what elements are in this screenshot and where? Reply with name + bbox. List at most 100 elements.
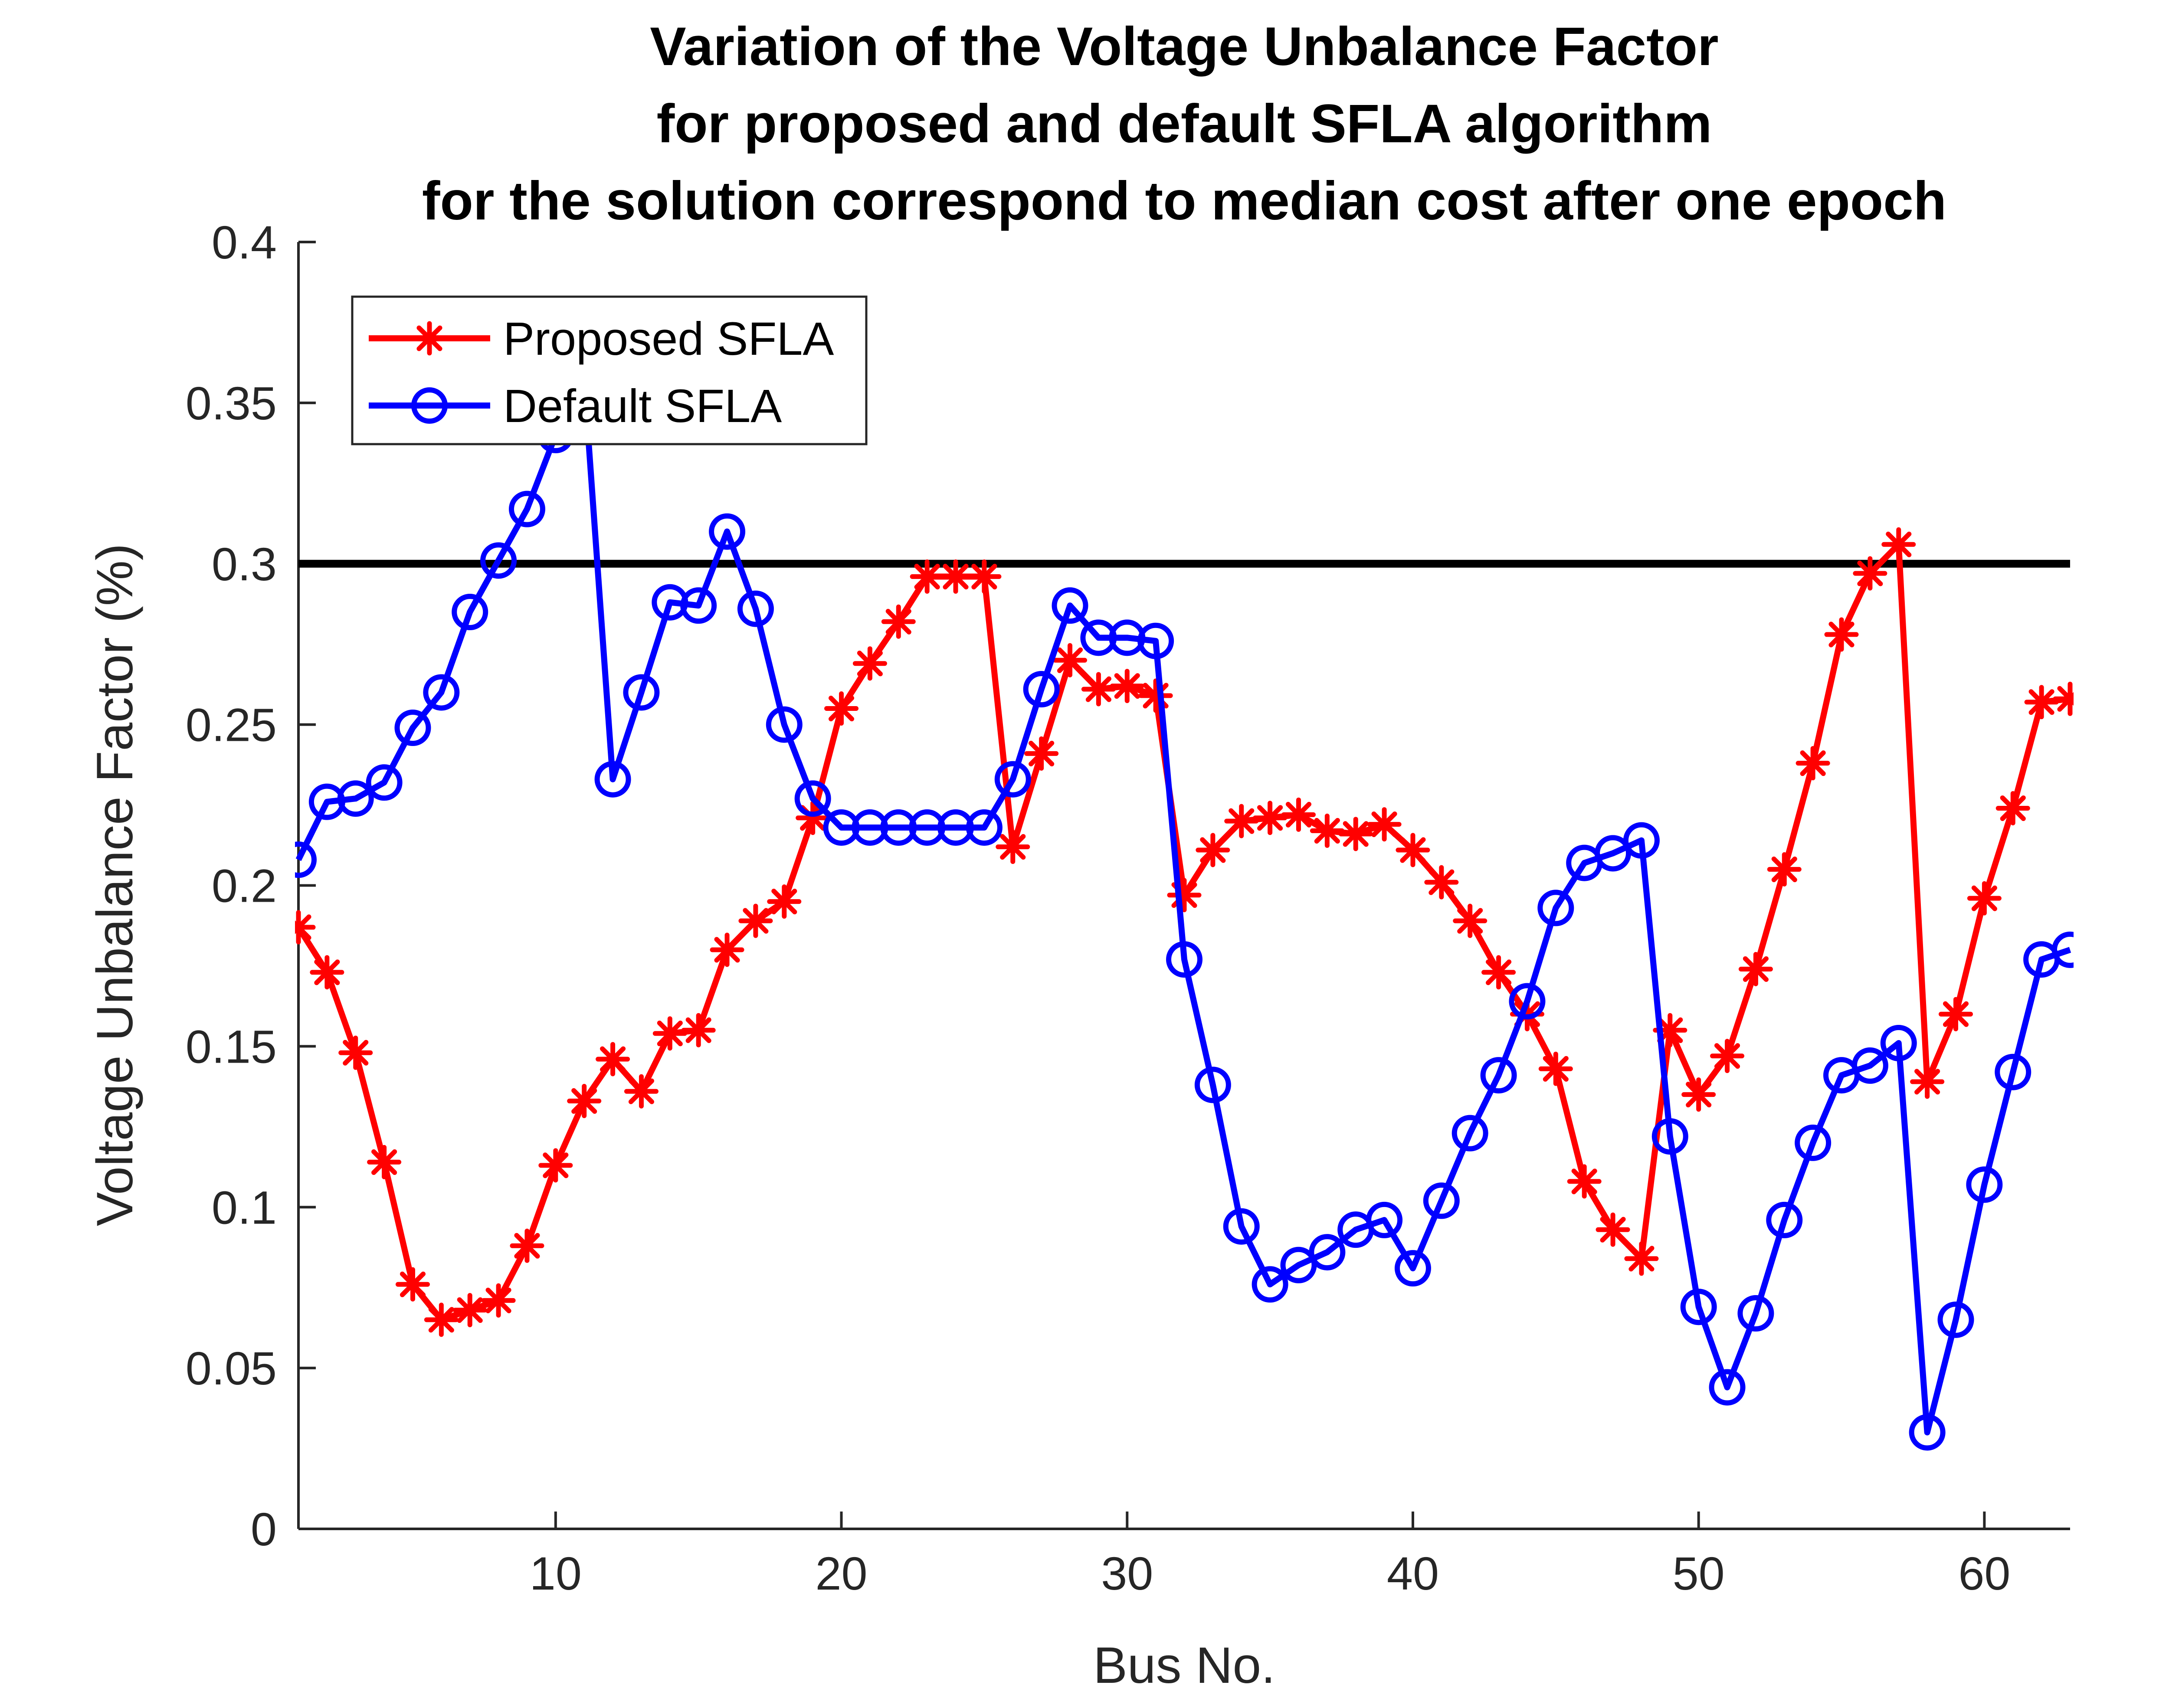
data-point-asterisk (2053, 681, 2074, 716)
data-point-asterisk (1995, 791, 2030, 825)
series-layer (295, 362, 2074, 1451)
data-point-circle (1480, 1057, 1517, 1094)
data-point-circle (623, 674, 660, 711)
legend-marker-asterisk (412, 321, 447, 356)
data-point-asterisk (567, 1083, 602, 1118)
y-tick-label: 0.25 (186, 699, 277, 751)
data-point-circle (1194, 1067, 1231, 1103)
data-point-asterisk (967, 559, 1002, 594)
data-point-circle (1166, 941, 1202, 978)
data-point-circle (1223, 1208, 1260, 1245)
data-point-asterisk (881, 604, 916, 639)
data-point-asterisk (596, 1042, 630, 1076)
data-point-circle (1280, 1247, 1317, 1283)
data-point-circle (594, 761, 631, 798)
data-point-asterisk (1710, 1039, 1745, 1073)
data-point-asterisk (1767, 852, 1802, 887)
data-point-circle (1737, 1295, 1774, 1332)
y-axis-label: Voltage Unbalance Factor (%) (86, 543, 144, 1226)
data-point-circle (452, 594, 488, 631)
data-point-asterisk (767, 884, 802, 919)
data-point-circle (1509, 983, 1546, 1020)
y-tick-label: 0 (251, 1503, 277, 1555)
data-point-circle (709, 513, 746, 550)
data-point-asterisk (1881, 527, 1916, 562)
data-point-circle (1394, 1250, 1431, 1287)
data-point-asterisk (1424, 865, 1459, 900)
data-point-circle (423, 674, 460, 711)
data-point-asterisk (538, 1148, 573, 1183)
data-point-circle (2052, 931, 2074, 968)
data-point-circle (1423, 1182, 1460, 1219)
data-point-asterisk (367, 1145, 402, 1179)
x-tick-label: 40 (1387, 1547, 1439, 1600)
data-point-circle (1766, 1201, 1803, 1238)
chart-title: Variation of the Voltage Unbalance Facto… (422, 16, 1946, 231)
data-point-asterisk (1167, 878, 1202, 913)
y-tick-label: 0.1 (212, 1181, 277, 1234)
data-point-asterisk (1053, 643, 1088, 677)
data-point-asterisk (1110, 669, 1144, 703)
data-point-asterisk (1081, 672, 1116, 707)
series-line (295, 377, 2071, 1436)
data-point-asterisk (1624, 1241, 1659, 1276)
data-point-circle (1451, 1115, 1488, 1152)
data-point-asterisk (738, 903, 773, 938)
data-point-asterisk (1253, 801, 1288, 835)
data-point-asterisk (1567, 1164, 1602, 1199)
data-point-circle (909, 809, 946, 846)
data-point-asterisk (481, 1283, 516, 1318)
data-point-circle (880, 809, 917, 846)
data-point-asterisk (1310, 813, 1344, 848)
data-point-circle (295, 841, 317, 878)
data-point-asterisk (710, 933, 744, 967)
x-tick-label: 10 (530, 1547, 582, 1600)
legend-marker-circle (411, 387, 448, 424)
data-point-asterisk (1138, 678, 1173, 713)
y-tick-label: 0.35 (186, 377, 277, 429)
data-point-circle (1366, 1201, 1403, 1238)
data-point-circle (366, 764, 403, 801)
data-point-circle (1880, 1024, 1917, 1061)
legend: Proposed SFLA Default SFLA (351, 295, 868, 445)
data-point-asterisk (1338, 817, 1373, 851)
data-point-circle (1851, 1047, 1888, 1084)
data-point-asterisk (652, 1016, 687, 1051)
data-point-circle (1937, 1301, 1974, 1338)
chart-title-line-3: for the solution correspond to median co… (422, 171, 1946, 231)
y-tick-label: 0.4 (212, 216, 277, 268)
data-point-asterisk (1281, 797, 1316, 832)
data-point-circle (480, 542, 517, 579)
data-point-circle (823, 809, 860, 846)
data-point-circle (394, 710, 431, 746)
data-point-asterisk (1681, 1077, 1716, 1112)
data-point-asterisk (1596, 1212, 1630, 1247)
data-point-circle (337, 780, 374, 817)
data-point-asterisk (1910, 1064, 1945, 1099)
data-point-asterisk (1795, 746, 1830, 781)
legend-circle (411, 387, 448, 424)
data-point-asterisk (1396, 833, 1430, 867)
data-point-circle (680, 587, 717, 624)
series-proposed-sfla (295, 527, 2074, 1337)
data-point-circle (937, 809, 974, 846)
data-point-circle (1709, 1369, 1746, 1406)
data-point-asterisk (310, 955, 344, 990)
data-point-circle (966, 809, 1003, 846)
data-point-asterisk (1453, 903, 1488, 938)
y-tick-label: 0.3 (212, 538, 277, 590)
legend-label-default: Default SFLA (503, 380, 782, 432)
data-point-asterisk (824, 691, 859, 726)
data-point-asterisk (681, 1013, 716, 1047)
y-axis-ticks: 0 0.05 0.1 0.15 0.2 0.25 0.3 0.35 0.4 (186, 216, 316, 1555)
data-point-asterisk (1196, 833, 1230, 867)
data-point-circle (1137, 622, 1174, 659)
legend-label-proposed: Proposed SFLA (503, 312, 834, 365)
data-point-asterisk (2024, 685, 2059, 720)
x-tick-label: 30 (1101, 1547, 1153, 1600)
data-point-asterisk (1224, 804, 1259, 838)
data-point-asterisk (938, 559, 973, 594)
data-point-asterisk (852, 646, 887, 681)
